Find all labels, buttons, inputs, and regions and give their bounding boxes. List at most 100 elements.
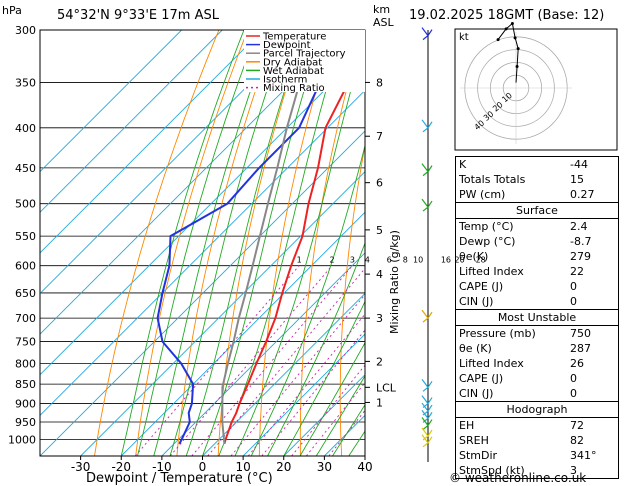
legend-label: Mixing Ratio	[263, 83, 325, 94]
wet-adiabat-line	[153, 30, 273, 456]
mixing-ratio-label: 2	[329, 256, 334, 265]
mixing-ratio-label: 3	[350, 256, 355, 265]
mixing-ratio-label: 4	[365, 256, 370, 265]
wind-barb	[421, 309, 433, 323]
wet-adiabat-line	[137, 30, 259, 456]
temperature-tick-label: 20	[276, 460, 291, 474]
hodograph-point	[504, 27, 508, 31]
km-tick-label: 1	[376, 396, 383, 409]
wind-barb	[421, 395, 433, 409]
dry-adiabat-line	[217, 30, 306, 456]
mu-value: 287	[570, 342, 591, 355]
mu-value: 0	[570, 387, 577, 400]
pressure-tick-label: 400	[15, 122, 36, 135]
pressure-tick-label: 350	[15, 76, 36, 89]
mu-key: CAPE (J)	[459, 372, 504, 385]
wet-adiabat-line	[234, 37, 365, 456]
surface-key: CIN (J)	[459, 295, 494, 308]
pressure-tick-label: 300	[15, 24, 36, 37]
mixing-ratio-label: 10	[413, 256, 423, 265]
mixing-ratio-line	[191, 265, 353, 456]
surface-value: 2.4	[570, 220, 588, 233]
pressure-tick-label: 600	[15, 260, 36, 273]
hodograph-point	[515, 64, 519, 68]
wind-barb	[421, 378, 433, 392]
mixing-ratio-line	[247, 313, 365, 456]
mu-key: Lifted Index	[459, 357, 524, 370]
mu-key: θe (K)	[459, 342, 492, 355]
km-tick-label: 3	[376, 312, 383, 325]
asl-label: ASL	[373, 16, 395, 29]
index-key: K	[459, 158, 467, 171]
index-value: 15	[570, 173, 584, 186]
mu-value: 750	[570, 327, 591, 340]
indices-table: K -44 Totals Totals 15 PW (cm) 0.27	[455, 156, 619, 203]
mixing-ratio-axis-title: Mixing Ratio (g/kg)	[388, 230, 401, 334]
surface-key: Temp (°C)	[459, 220, 514, 233]
wet-adiabat-line	[120, 30, 245, 456]
hodo-value: 82	[570, 434, 584, 447]
surface-value: 0	[570, 280, 577, 293]
isotherm-line	[40, 49, 365, 376]
series-line-dewpoint	[156, 30, 346, 445]
mu-value: 0	[570, 372, 577, 385]
wind-barb	[421, 410, 433, 423]
pressure-tick-label: 1000	[8, 433, 36, 446]
profile-lines	[156, 30, 365, 445]
temperature-tick-label: 30	[317, 460, 332, 474]
mixing-ratio-line	[207, 267, 365, 456]
dry-adiabat-line	[94, 30, 220, 456]
hodograph-frame	[454, 28, 618, 151]
index-key: PW (cm)	[459, 188, 506, 201]
date-title: 19.02.2025 18GMT (Base: 12)	[409, 8, 604, 23]
legend-background	[244, 30, 365, 92]
background-lines	[40, 30, 629, 456]
mixing-ratio-label: 20	[455, 256, 465, 265]
km-tick-label: 7	[376, 130, 383, 143]
temperature-tick-label: 40	[357, 460, 372, 474]
hodo-value: 3	[570, 464, 577, 477]
mu-key: CIN (J)	[459, 387, 494, 400]
isotherm-line	[40, 89, 365, 417]
isotherm-line	[40, 30, 264, 254]
index-value: -44	[570, 158, 588, 171]
wind-barb	[421, 417, 433, 430]
surface-value: 279	[570, 250, 591, 263]
pressure-tick-label: 800	[15, 358, 36, 371]
temperature-tick-label: -20	[111, 460, 131, 474]
temperature-tick-label: -10	[152, 460, 172, 474]
mixing-ratio-label: 28	[476, 256, 486, 265]
mixing-ratio-line	[230, 293, 365, 456]
mu-key: Pressure (mb)	[459, 327, 536, 340]
km-label: km	[373, 3, 390, 16]
pressure-tick-label: 500	[15, 198, 36, 211]
isotherm-line	[242, 333, 365, 456]
hodo-key: EH	[459, 419, 475, 432]
hodograph-point	[516, 47, 520, 51]
wind-profile	[421, 27, 433, 462]
temperature-tick-label: -30	[71, 460, 91, 474]
wind-barb	[421, 198, 433, 212]
mixing-ratio-label: 6	[387, 256, 392, 265]
km-tick-label: 8	[376, 76, 383, 89]
wet-adiabat-line	[202, 30, 324, 456]
wet-adiabat-line	[185, 30, 305, 456]
series-line-temperature	[223, 56, 365, 445]
temperature-tick-label: 0	[199, 460, 207, 474]
wind-barb	[421, 427, 433, 441]
isotherm-line	[202, 292, 365, 456]
hodo-value: 341°	[570, 449, 597, 462]
dry-adiabat-line	[619, 30, 629, 456]
surface-value: 22	[570, 265, 584, 278]
pressure-tick-label: 900	[15, 398, 36, 411]
dry-adiabat-line	[135, 30, 249, 456]
hodograph-table-title: Hodograph	[456, 401, 618, 418]
wind-barb	[421, 163, 433, 177]
km-tick-label: LCL	[376, 381, 397, 394]
km-tick-label: 6	[376, 177, 383, 190]
wind-barb	[421, 27, 433, 41]
temperature-tick-label: 10	[235, 460, 250, 474]
wet-adiabat-line	[299, 341, 365, 456]
km-tick-label: 4	[376, 268, 383, 281]
